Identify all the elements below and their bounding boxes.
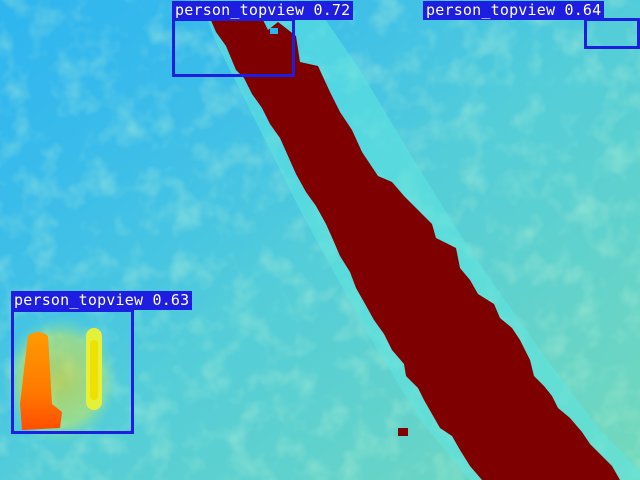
detection-box [584,18,640,49]
hot-speckle [398,428,408,436]
person-hot-body [20,332,62,430]
detection-box [172,18,295,77]
detection-label: person_topview 0.72 [172,1,354,20]
hot-speckle [270,28,278,34]
hot-band [210,10,620,480]
person-warm-limb-core [90,340,98,400]
detection-label: person_topview 0.64 [423,1,605,20]
detection-box [11,309,134,434]
detection-label: person_topview 0.63 [11,291,193,310]
